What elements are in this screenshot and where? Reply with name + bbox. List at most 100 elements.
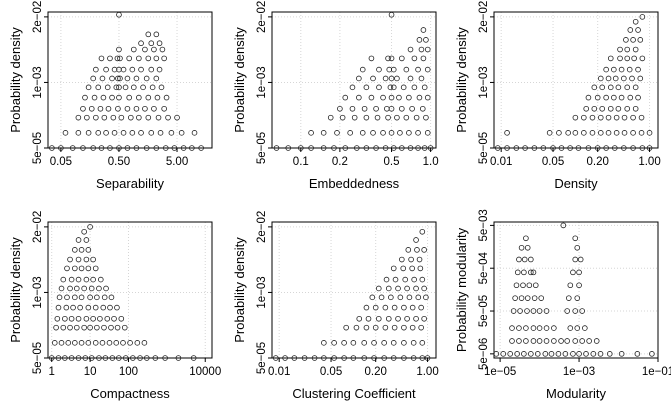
data-point	[143, 75, 150, 82]
data-point	[399, 145, 405, 151]
x-axis-title: Modularity	[546, 386, 606, 401]
data-point	[415, 294, 422, 301]
data-point	[421, 285, 427, 292]
data-point	[415, 66, 421, 73]
y-tick-label: 1e−03	[256, 66, 268, 98]
data-point	[415, 145, 421, 151]
data-point	[137, 355, 143, 361]
data-point	[363, 114, 370, 121]
data-point	[374, 114, 381, 121]
data-point	[380, 94, 386, 101]
data-point	[121, 324, 128, 331]
data-point	[64, 294, 70, 301]
data-point	[623, 37, 629, 43]
data-point	[621, 145, 627, 151]
data-point	[572, 130, 579, 136]
data-point	[639, 145, 646, 151]
data-point	[363, 304, 370, 311]
x-tick-label: 0.5	[384, 156, 400, 168]
data-point	[63, 304, 70, 311]
data-point	[558, 338, 564, 344]
data-point	[114, 324, 121, 331]
data-point	[574, 244, 581, 251]
data-point	[543, 308, 550, 314]
data-point	[356, 75, 362, 82]
data-point	[73, 285, 80, 292]
data-point	[78, 265, 85, 272]
data-point	[101, 324, 107, 331]
data-point	[148, 66, 155, 73]
data-point	[605, 75, 612, 82]
data-point	[521, 269, 527, 276]
x-tick-label: 1e−03	[563, 366, 595, 378]
data-point	[629, 75, 635, 82]
data-point	[372, 304, 379, 311]
data-point	[143, 145, 150, 151]
data-point	[60, 324, 67, 331]
data-point	[564, 338, 570, 344]
data-point	[92, 304, 99, 311]
x-tick-label: 0.20	[587, 156, 609, 168]
data-point	[145, 31, 152, 38]
data-point	[548, 351, 555, 357]
data-point	[82, 94, 88, 101]
data-point	[342, 145, 349, 151]
data-point	[630, 37, 636, 43]
x-tick-label: 1.00	[416, 366, 438, 378]
data-point	[416, 94, 423, 101]
data-point	[156, 66, 163, 73]
data-point	[359, 66, 366, 73]
data-point	[401, 304, 407, 311]
data-point	[99, 340, 106, 346]
x-axis-title: Separability	[96, 176, 164, 191]
y-tick-label: 5e−05	[478, 132, 490, 164]
data-point	[118, 114, 125, 121]
data-point	[104, 315, 111, 322]
data-point	[528, 256, 534, 263]
data-point	[110, 114, 117, 121]
data-point	[381, 355, 387, 361]
data-point	[423, 114, 429, 121]
y-axis-title: Probability density	[232, 27, 247, 133]
data-point	[122, 84, 129, 91]
data-point	[75, 237, 82, 243]
data-point	[68, 355, 75, 361]
data-point	[65, 340, 72, 346]
data-point	[142, 46, 148, 53]
panel-6: 1e−05 1e−03 1e−01 5e−06 5e−05 5e−04 5e−03 Modul…	[454, 209, 671, 401]
data-point	[401, 324, 407, 331]
data-point	[321, 355, 327, 361]
data-point	[605, 114, 612, 121]
data-point	[124, 75, 131, 82]
data-point	[407, 46, 414, 53]
data-point	[411, 276, 417, 283]
data-point	[543, 325, 550, 331]
data-point	[73, 324, 80, 331]
data-point	[621, 114, 628, 121]
data-point	[347, 130, 353, 136]
y-tick-label: 2e−02	[256, 1, 268, 33]
data-point	[111, 130, 118, 136]
data-point	[98, 145, 105, 151]
data-point	[93, 66, 99, 73]
data-point	[385, 55, 391, 62]
data-point	[638, 130, 645, 136]
data-point	[416, 37, 423, 43]
data-point	[516, 325, 522, 331]
data-point	[97, 315, 103, 322]
data-point	[114, 304, 120, 311]
data-point	[149, 84, 156, 91]
y-tick-label: 2e−02	[256, 211, 268, 243]
data-point	[75, 130, 82, 136]
data-point	[395, 315, 401, 322]
data-point	[410, 355, 417, 361]
data-point	[424, 46, 431, 53]
data-point	[591, 105, 598, 112]
data-point	[536, 308, 543, 314]
data-point	[406, 294, 413, 301]
data-point	[421, 84, 428, 91]
data-point	[387, 84, 394, 91]
data-point	[524, 295, 531, 301]
data-point	[570, 269, 576, 276]
data-point	[75, 256, 82, 263]
